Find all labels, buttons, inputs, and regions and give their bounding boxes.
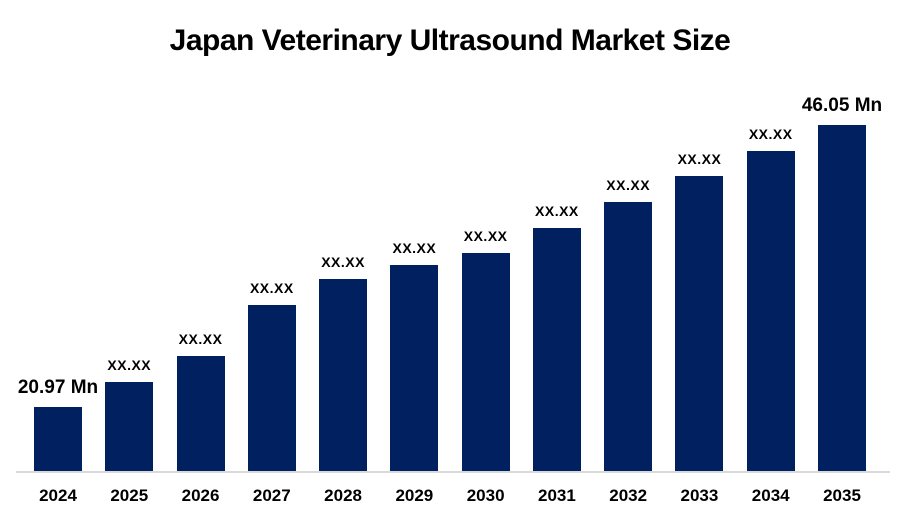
x-axis-tick-label-2029: 2029 — [395, 486, 434, 505]
chart-title: Japan Veterinary Ultrasound Market Size — [169, 24, 731, 57]
x-axis-tick-label-2035: 2035 — [823, 486, 861, 505]
x-axis-tick-label-2033: 2033 — [680, 486, 719, 505]
x-axis-tick-label-2030: 2030 — [466, 486, 505, 505]
bar-value-label-2025: XX.XX — [107, 357, 152, 373]
bar-value-label-2029: XX.XX — [392, 240, 437, 256]
bar-value-label-2032: XX.XX — [606, 177, 651, 193]
bar-value-label-2030: XX.XX — [463, 228, 508, 244]
bar-2026: XX.XX 2026 — [176, 332, 225, 504]
x-axis-tick-label-2031: 2031 — [537, 486, 576, 505]
x-axis-tick-label-2027: 2027 — [252, 486, 291, 505]
x-axis-tick-label-2032: 2032 — [609, 486, 648, 505]
bar-value-label-2024: 20.97 Mn — [17, 377, 99, 398]
x-axis-line — [16, 471, 890, 473]
bar-value-label-2035: 46.05 Mn — [801, 95, 883, 116]
bar-value-label-2034: XX.XX — [748, 126, 793, 142]
bar-2025: XX.XX 2025 — [105, 358, 154, 504]
bar-2028: XX.XX 2028 — [319, 255, 368, 504]
plot-area: 20.97 Mn 2024 XX.XX 2025 XX.XX 2026 XX.XX 2027 X… — [18, 0, 882, 504]
bar-value-label-2026: XX.XX — [178, 331, 223, 347]
bar-value-label-2028: XX.XX — [321, 254, 365, 270]
bar-2033: XX.XX 2033 — [675, 152, 724, 504]
bar-2031: XX.XX 2031 — [532, 204, 581, 504]
bar-value-label-2031: XX.XX — [535, 203, 579, 219]
bar-value-label-2027: XX.XX — [249, 280, 294, 296]
bar-2029: XX.XX 2029 — [390, 241, 439, 504]
x-axis-tick-label-2024: 2024 — [39, 486, 77, 505]
x-axis-tick-label-2034: 2034 — [751, 486, 790, 505]
bar-2035: 46.05 Mn 2035 — [802, 96, 882, 504]
bar-2032: XX.XX 2032 — [604, 178, 653, 504]
bar-2024: 20.97 Mn 2024 — [18, 378, 98, 504]
x-axis-tick-label-2028: 2028 — [324, 486, 362, 505]
bar-value-label-2033: XX.XX — [677, 151, 722, 167]
bar-2034: XX.XX 2034 — [746, 127, 795, 504]
x-axis-tick-label-2025: 2025 — [110, 486, 149, 505]
bar-2030: XX.XX 2030 — [461, 229, 510, 504]
x-axis-tick-label-2026: 2026 — [181, 486, 220, 505]
bar-2027: XX.XX 2027 — [247, 281, 296, 504]
